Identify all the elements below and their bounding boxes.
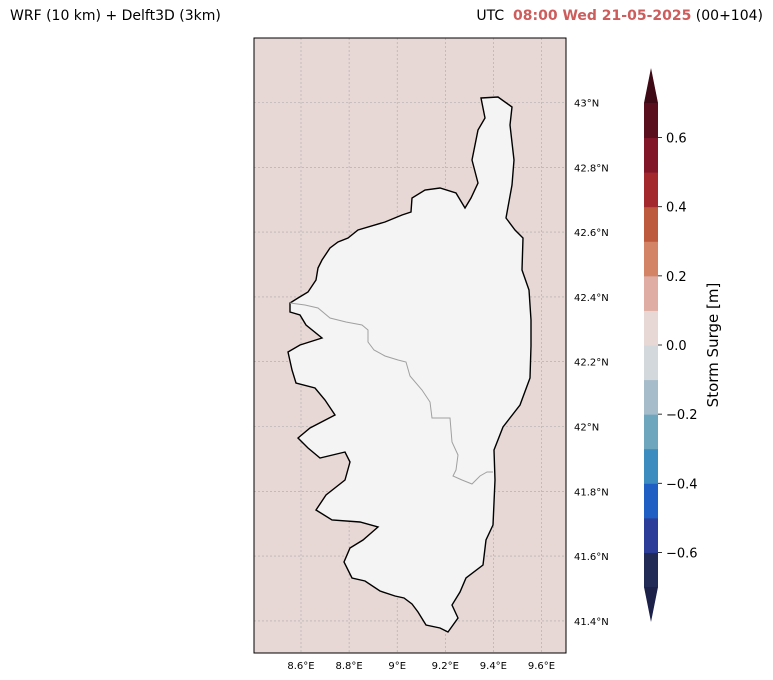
lon-tick-label: 8.6°E [287,661,314,672]
forecast-datetime: 08:00 Wed 21-05-2025 [513,8,692,24]
map-title-left: WRF (10 km) + Delft3D (3km) [10,8,221,24]
lat-tick-label: 42.6°N [574,228,609,239]
colorbar-band [644,483,658,519]
lon-tick-label: 9.6°E [528,661,555,672]
lat-tick-label: 42.4°N [574,293,609,304]
map-title-right: UTC 08:00 Wed 21-05-2025 (00+104) [476,8,763,24]
colorbar-tick-label: 0.6 [666,132,687,147]
colorbar-tick-label: −0.2 [666,408,698,423]
colorbar-band [644,414,658,450]
colorbar-max-extension [644,68,658,103]
colorbar-band [644,137,658,173]
colorbar-band [644,172,658,208]
colorbar-label: Storm Surge [m] [704,283,722,408]
colorbar-band [644,310,658,346]
colorbar-band [644,345,658,381]
lat-tick-label: 41.4°N [574,617,609,628]
colorbar-tick-label: 0.4 [666,201,687,216]
lat-tick-label: 41.8°N [574,487,609,498]
map-panel: 8.6°E 8.8°E 9°E 9.2°E 9.4°E 9.6°E 43°N42.8°N4… [253,37,609,672]
lat-tick-label: 42.2°N [574,358,609,369]
colorbar-band [644,379,658,415]
lat-tick-label: 41.6°N [574,552,609,563]
colorbar-band [644,103,658,139]
longitude-labels: 8.6°E 8.8°E 9°E 9.2°E 9.4°E 9.6°E [287,661,555,672]
utc-label: UTC [476,8,505,24]
colorbar-band [644,275,658,311]
colorbar-min-extension [644,587,658,622]
colorbar-bands [644,103,658,588]
colorbar-band [644,206,658,242]
department-border [289,302,493,485]
colorbar-band [644,241,658,277]
colorbar-tick-label: −0.6 [666,546,698,561]
colorbar-band [644,448,658,484]
latitude-labels: 43°N 42.8°N 42.6°N 42.4°N 42.2°N 42°N 41.8°N 41… [574,99,609,628]
lat-tick-label: 42°N [574,423,599,434]
map-frame [253,37,567,654]
colorbar-tick-label: 0.2 [666,270,687,285]
colorbar-band [644,552,658,588]
colorbar-ticks: 0.6 0.4 0.2 0.0 −0.2 −0.4 −0.6 [658,132,698,561]
lat-tick-label: 43°N [574,99,599,110]
colorbar: 0.6 0.4 0.2 0.0 −0.2 −0.4 −0.6 Storm Surge [m] [644,68,722,622]
lon-tick-label: 9°E [388,661,406,672]
lon-tick-label: 9.4°E [480,661,507,672]
lon-tick-label: 9.2°E [432,661,459,672]
lon-tick-label: 8.8°E [335,661,362,672]
colorbar-tick-label: 0.0 [666,339,687,354]
lat-tick-label: 42.8°N [574,163,609,174]
corsica-landmass [287,96,532,633]
colorbar-tick-label: −0.4 [666,477,698,492]
forecast-step: (00+104) [695,8,763,24]
colorbar-band [644,517,658,553]
